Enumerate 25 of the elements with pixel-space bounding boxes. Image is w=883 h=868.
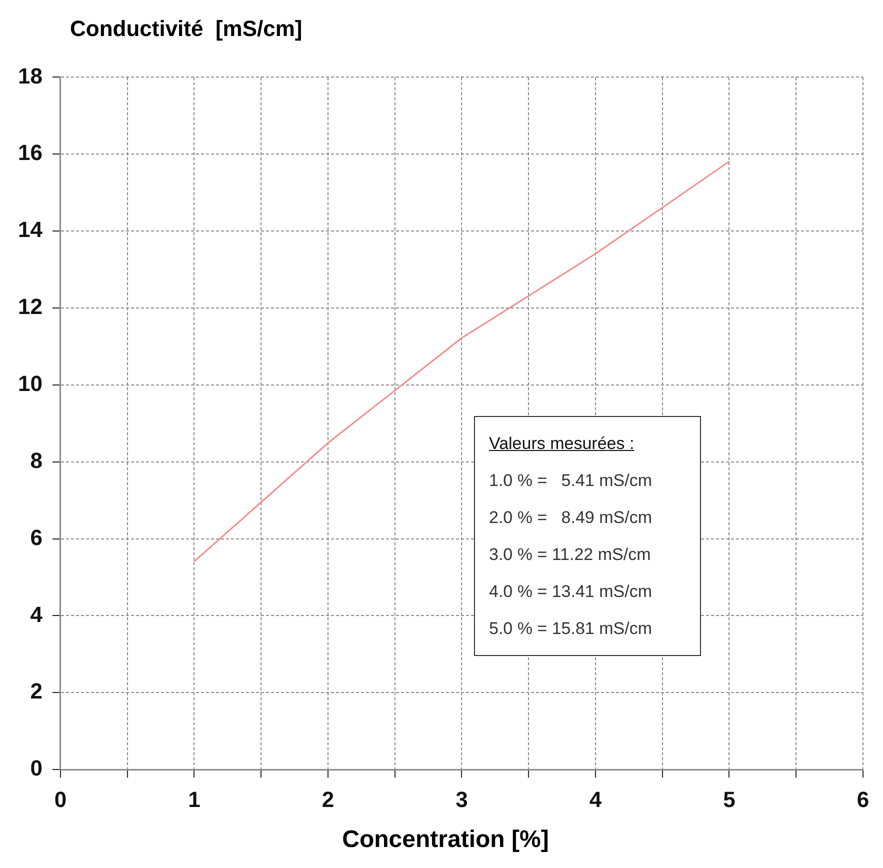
annotation: 4.0 % = 13.41 mS/cm (489, 581, 652, 603)
x-tick-label: 6 (856, 786, 870, 812)
y-tick-label: 6 (30, 524, 42, 550)
y-tick-label: 16 (18, 140, 42, 166)
annotation: Valeurs mesurées : (489, 433, 636, 455)
x-tick-label: 5 (723, 786, 736, 812)
x-tick-label: 4 (589, 786, 602, 812)
y-tick-label: 2 (30, 678, 42, 704)
annotation: 5.0 % = 15.81 mS/cm (489, 618, 652, 640)
y-tick-label: 12 (18, 294, 42, 320)
y-tick-label: 10 (18, 370, 42, 396)
annotation: 2.0 % = 8.49 mS/cm (489, 507, 652, 529)
x-tick-label: 1 (188, 786, 200, 812)
x-tick-label: 3 (456, 786, 468, 812)
annotation: 1.0 % = 5.41 mS/cm (489, 470, 652, 492)
y-tick-label: 8 (30, 448, 42, 473)
y-tick-label: 0 (30, 756, 42, 781)
y-tick-label: 4 (30, 602, 44, 627)
y-tick-label: 18 (18, 63, 42, 88)
x-axis-title: Concentration [%] (341, 826, 550, 854)
x-tick-label: 0 (54, 786, 67, 812)
y-tick-label: 14 (18, 217, 44, 242)
x-tick-label: 2 (322, 786, 334, 812)
annotation: 3.0 % = 11.22 mS/cm (489, 544, 652, 566)
chart-title: Conductivité [mS/cm] (70, 16, 302, 42)
